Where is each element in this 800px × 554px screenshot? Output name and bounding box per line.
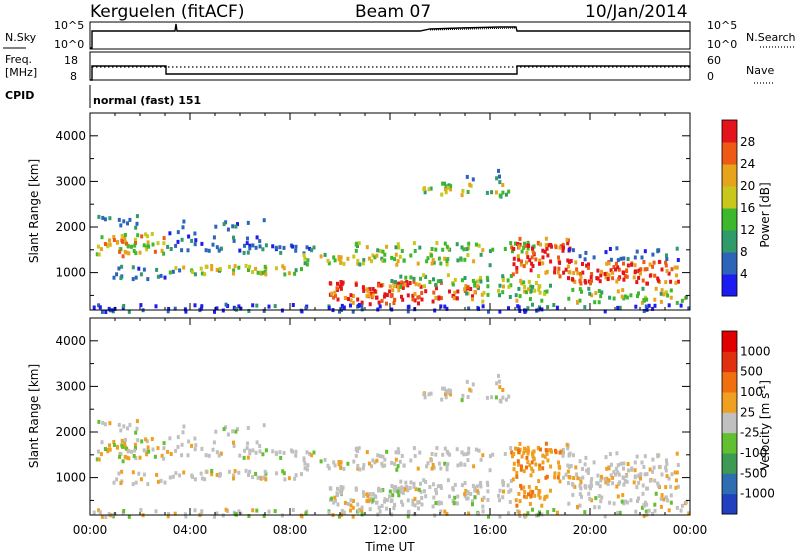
cpid-text: normal (fast) 151 (93, 94, 201, 107)
power-data (92, 168, 691, 314)
nave-label: Nave (746, 64, 774, 77)
colorbar-swatch (722, 164, 737, 187)
x-tick-label: 00:00 (673, 523, 708, 537)
velocity-panel: 1000 2000 3000 4000 00:00 04:00 08:00 12:00 16:0… (55, 317, 708, 537)
power-colorbar-label: Power [dB] (758, 182, 772, 247)
power-colorbar-tick: 24 (740, 157, 755, 171)
velocity-colorbar-tick: -100 (740, 446, 767, 460)
noise-left-tick-top: 10^5 (54, 19, 84, 32)
y-tick-label: 3000 (55, 174, 86, 188)
freq-trace (90, 65, 690, 81)
y-tick-label: 3000 (55, 379, 86, 393)
colorbar-swatch (722, 432, 737, 454)
y-tick-label: 4000 (55, 334, 86, 348)
velocity-colorbar-label: Velocity [m s-1] (758, 380, 772, 470)
y-tick-label: 2000 (55, 425, 86, 439)
velocity-colorbar: 1000 500 100 25 -25 -100 -500 -1000 (721, 330, 775, 515)
noise-panel: N.Sky 10^5 10^0 10^5 10^0 N.Search (3, 19, 796, 51)
y-tick-label: 1000 (55, 471, 86, 485)
freq-label-1: Freq. (5, 53, 32, 66)
colorbar-swatch (722, 351, 737, 373)
noise-sky-trace (90, 23, 690, 49)
date-title: 10/Jan/2014 (585, 2, 688, 22)
colorbar-swatch (722, 331, 737, 352)
time-xlabel: Time UT (364, 540, 415, 554)
x-tick-label: 16:00 (473, 523, 508, 537)
colorbar-swatch (722, 453, 737, 474)
x-tick-label: 04:00 (173, 523, 208, 537)
freq-tick-top: 18 (64, 54, 78, 67)
x-tick-label: 00:00 (73, 523, 108, 537)
cpid-label: CPID (5, 89, 34, 102)
colorbar-swatch (722, 186, 737, 209)
noise-left-label: N.Sky (5, 31, 37, 44)
beam-title: Beam 07 (355, 2, 431, 22)
velocity-colorbar-label-main: Velocity [m s (758, 393, 772, 470)
power-colorbar-tick: 12 (740, 223, 755, 237)
velocity-data (92, 373, 691, 519)
power-colorbar: 4 8 12 16 20 24 28 (721, 119, 755, 297)
x-tick-label: 12:00 (373, 523, 408, 537)
colorbar-swatch (722, 412, 737, 434)
nave-tick-top: 60 (707, 54, 721, 67)
colorbar-swatch (722, 120, 737, 143)
noise-right-tick-top: 10^5 (707, 19, 737, 32)
colorbar-swatch (722, 371, 737, 393)
colorbar-swatch (722, 208, 737, 231)
x-tick-label: 08:00 (273, 523, 308, 537)
velocity-colorbar-label-sup: -1 (758, 385, 767, 393)
power-colorbar-tick: 4 (740, 267, 748, 281)
freq-label-2: [MHz] (5, 66, 37, 79)
colorbar-swatch (722, 230, 737, 253)
velocity-colorbar-tick: -500 (740, 466, 767, 480)
power-colorbar-tick: 16 (740, 201, 755, 215)
y-tick-label: 4000 (55, 129, 86, 143)
y-tick-label: 2000 (55, 220, 86, 234)
velocity-colorbar-tick: 1000 (740, 344, 771, 358)
x-tick-label: 20:00 (573, 523, 608, 537)
noise-right-label: N.Search (746, 31, 796, 44)
colorbar-swatch (722, 392, 737, 413)
noise-left-tick-bottom: 10^0 (54, 38, 84, 51)
freq-panel: Freq. [MHz] 18 8 60 0 Nave (5, 51, 774, 84)
power-ylabel: Slant Range [km] (27, 159, 41, 263)
velocity-colorbar-tick: 100 (740, 385, 763, 399)
power-panel: 1000 2000 3000 4000 (55, 112, 691, 314)
colorbar-swatch (722, 274, 737, 297)
colorbar-swatch (722, 252, 737, 275)
noise-search-trace (429, 27, 517, 31)
y-tick-label: 1000 (55, 266, 86, 280)
freq-tick-bottom: 8 (70, 70, 77, 83)
velocity-ylabel: Slant Range [km] (27, 364, 41, 468)
power-colorbar-tick: 20 (740, 179, 755, 193)
nave-tick-bottom: 0 (707, 70, 714, 83)
station-title: Kerguelen (fitACF) (90, 2, 244, 22)
velocity-colorbar-tick: -25 (740, 426, 760, 440)
velocity-colorbar-tick: -1000 (740, 487, 775, 501)
noise-right-tick-bottom: 10^0 (707, 38, 737, 51)
velocity-colorbar-tick: 25 (740, 405, 755, 419)
velocity-colorbar-label-end: ] (758, 380, 772, 385)
colorbar-swatch (722, 493, 737, 515)
velocity-colorbar-tick: 500 (740, 365, 763, 379)
power-colorbar-tick: 8 (740, 245, 748, 259)
colorbar-swatch (722, 142, 737, 165)
colorbar-swatch (722, 473, 737, 495)
power-colorbar-tick: 28 (740, 135, 755, 149)
